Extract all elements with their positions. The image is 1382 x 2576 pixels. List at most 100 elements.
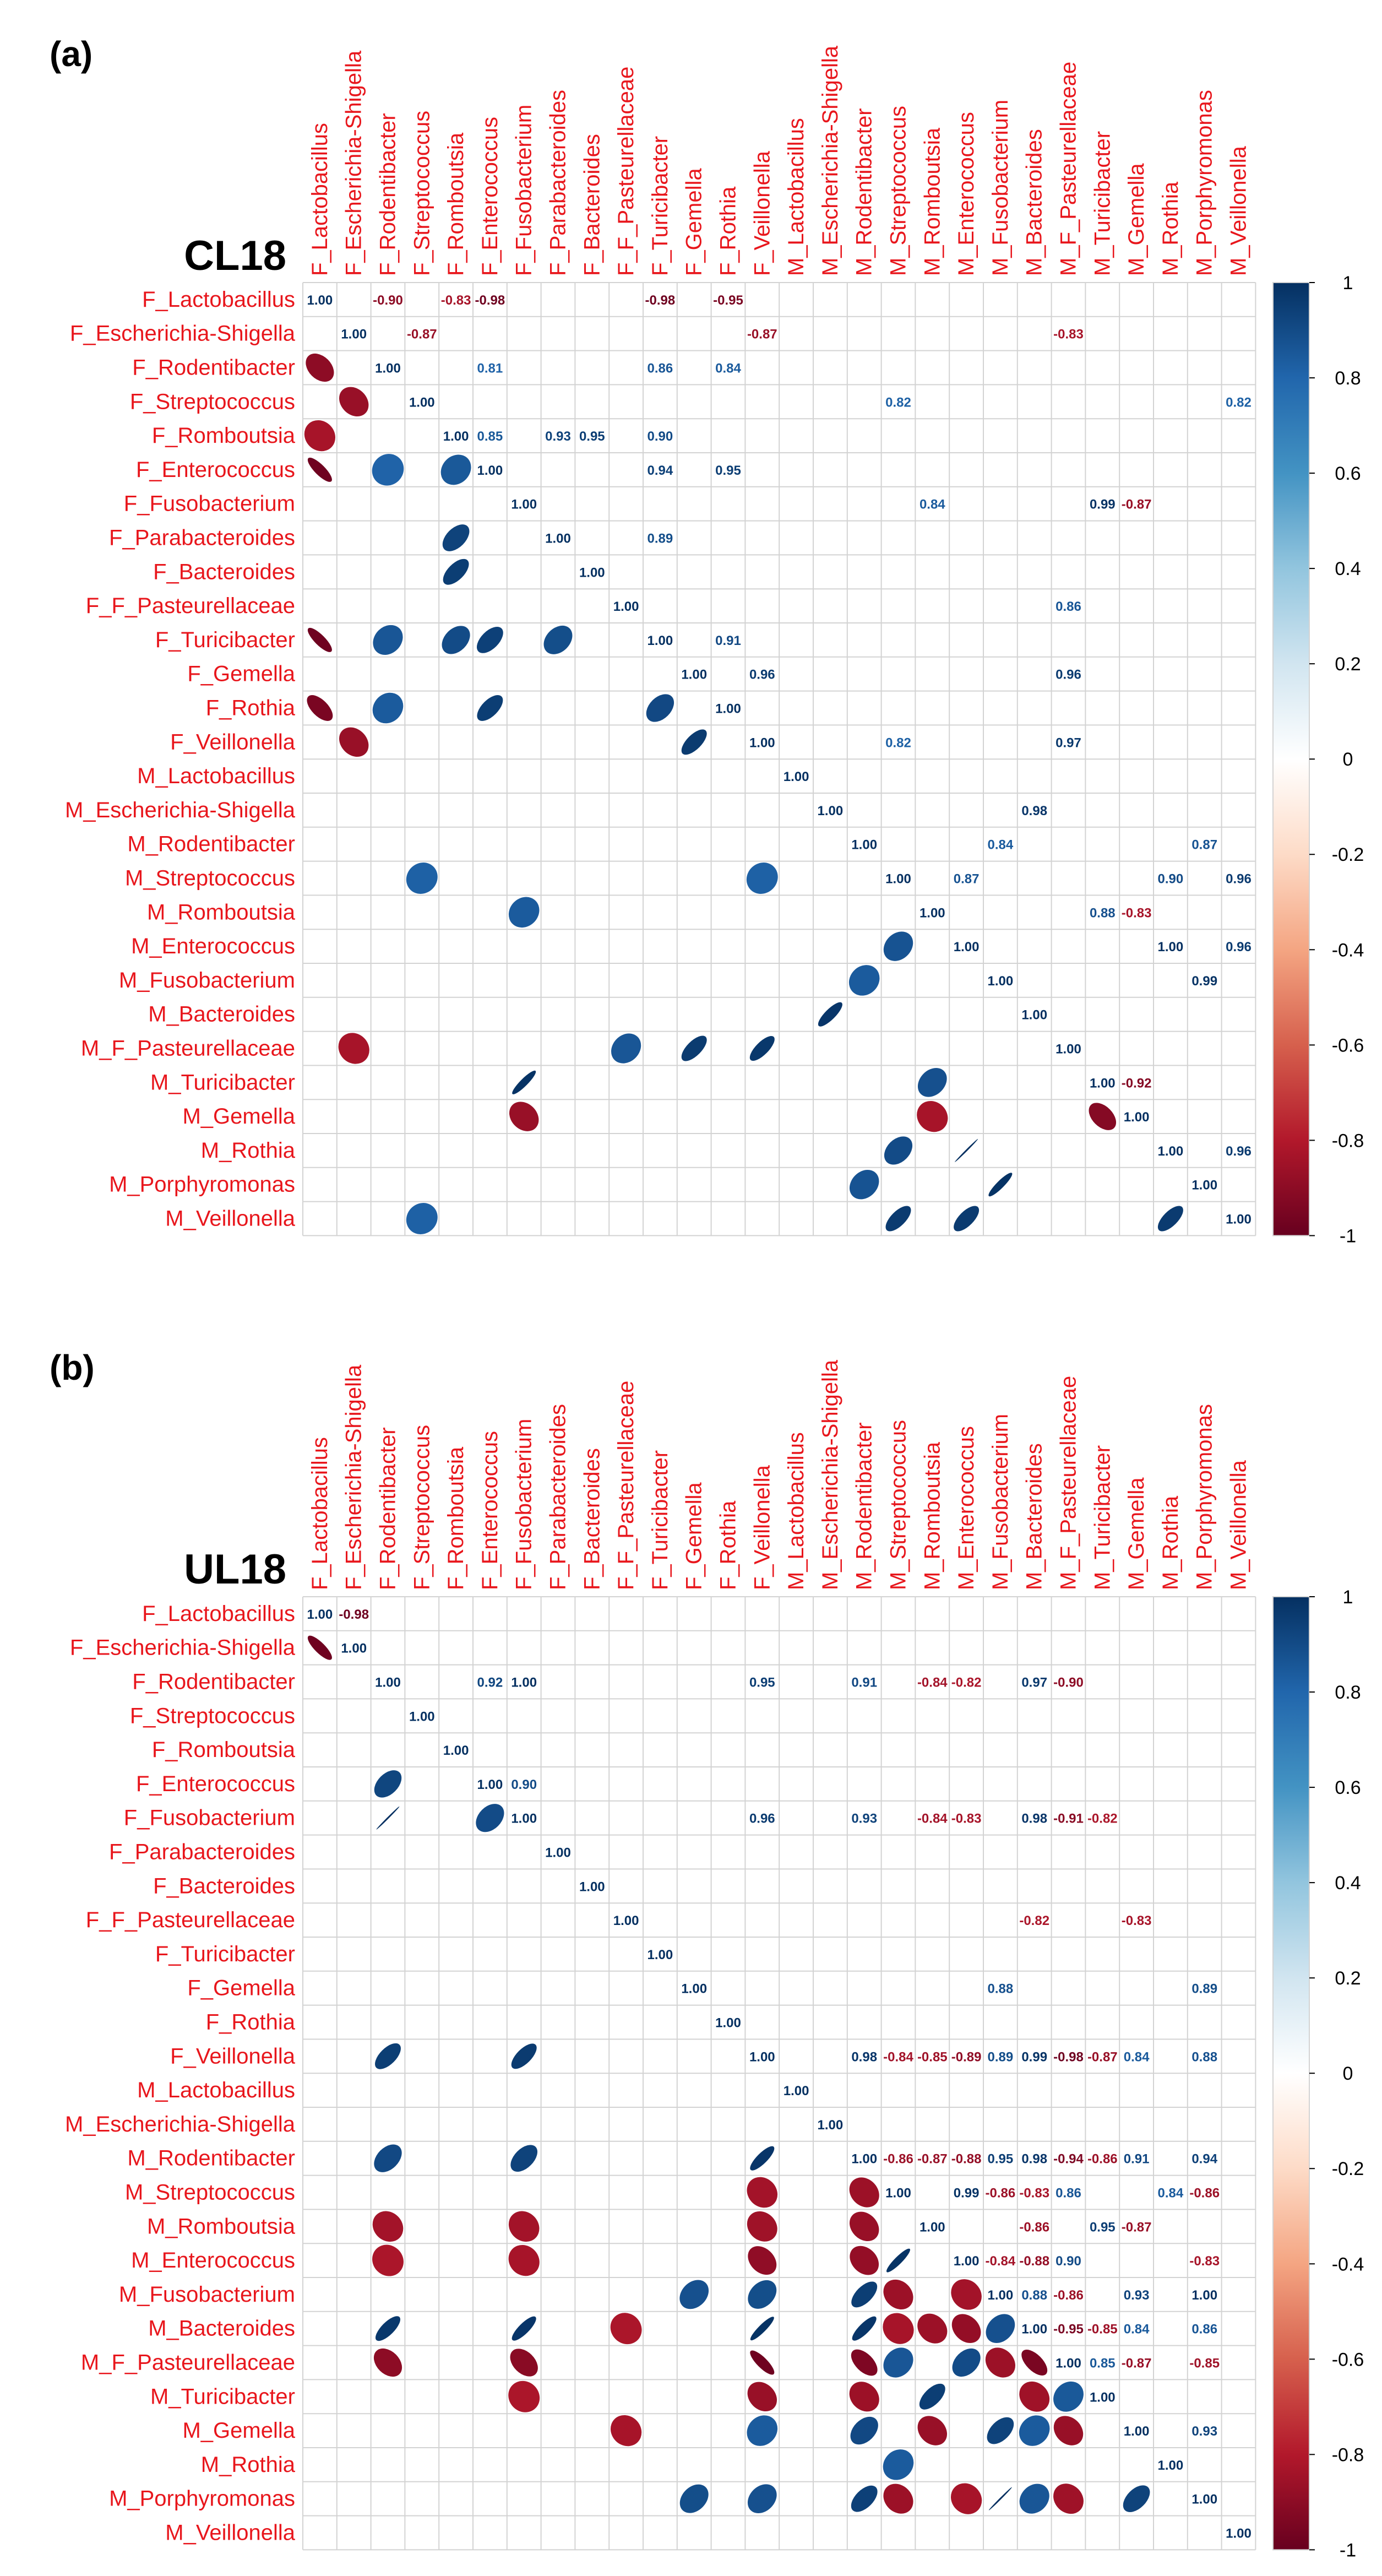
row-label: M_Rothia [201,2453,296,2477]
correlation-ellipse [883,931,913,961]
correlation-ellipse [884,1136,913,1165]
row-label: F_Streptococcus [130,389,295,414]
row-label: M_Streptococcus [125,2181,295,2205]
correlation-ellipse [917,2313,948,2344]
correlation-value: 0.95 [749,1675,775,1690]
colorbar-tick-label: 0.8 [1335,1682,1361,1703]
correlation-value: -0.90 [373,293,403,308]
correlation-value: 1.00 [749,2049,775,2064]
correlation-ellipse [750,2317,774,2341]
correlation-value: 0.94 [648,463,673,478]
correlation-value: 1.00 [477,1777,503,1792]
correlation-value: 1.00 [818,2118,844,2133]
correlation-value: 0.95 [988,2152,1014,2167]
column-label: M_Bacteroides [1022,129,1047,276]
correlation-ellipse [952,2348,981,2377]
correlation-value: 0.91 [1124,2152,1150,2167]
column-label: F_Streptococcus [410,1425,434,1590]
column-label: F_F_Pasteurellaceae [614,1381,638,1590]
row-label: M_Rodentibacter [127,832,295,856]
colorbar-tick-label: -0.6 [1332,1035,1364,1056]
column-label: M_Porphyromonas [1193,90,1217,276]
correlation-value: -0.85 [917,2049,948,2064]
correlation-ellipse [1053,2483,1084,2514]
row-label: F_Veillonella [170,730,296,754]
correlation-value: -0.87 [1122,2220,1152,2235]
colorbar-tick-label: 0.4 [1335,558,1361,579]
colorbar-tick-label: -0.4 [1332,940,1364,961]
correlation-value: 0.98 [1021,2152,1047,2167]
correlation-value: 0.90 [511,1777,537,1792]
correlation-ellipse [442,524,470,551]
correlation-ellipse [747,2177,778,2208]
row-label: M_Veillonella [165,1207,295,1231]
correlation-ellipse [748,2280,777,2309]
correlation-ellipse [1089,1103,1117,1130]
correlation-value: 1.00 [851,2152,877,2167]
correlation-value: 1.00 [511,1812,537,1826]
correlation-ellipse [849,2177,879,2208]
correlation-value: 1.00 [443,1743,469,1758]
row-label: F_Romboutsia [152,1738,296,1762]
correlation-value: 1.00 [579,1879,605,1894]
row-label: F_Enterococcus [136,1772,295,1796]
correlation-value: -0.87 [1122,2356,1152,2371]
column-label: F_Rothia [716,1500,741,1590]
correlation-value: -0.88 [951,2152,982,2167]
row-label: F_F_Pasteurellaceae [86,594,295,618]
correlation-value: 0.97 [1055,735,1081,750]
row-label: F_Fusobacterium [124,492,295,516]
correlation-value: 1.00 [681,668,707,682]
correlation-value: 1.00 [1021,1008,1047,1023]
colorbar-tick-label: 0 [1343,2063,1353,2084]
correlation-value: -0.90 [1053,1675,1084,1690]
row-label: M_Rothia [201,1138,296,1163]
column-label: M_Lactobacillus [784,118,808,276]
colorbar-tick-label: 0.4 [1335,1873,1361,1894]
correlation-value: 0.87 [954,872,980,887]
correlation-value: 1.00 [1191,2492,1217,2507]
row-label: M_Romboutsia [147,2214,296,2238]
correlation-value: -0.87 [1122,497,1152,512]
correlation-value: 0.82 [1226,395,1252,410]
correlation-ellipse [339,727,369,757]
correlation-ellipse [307,457,332,482]
correlation-value: 0.94 [1191,2152,1217,2167]
row-label: M_F_Pasteurellaceae [81,1037,295,1061]
column-label: M_F_Pasteurellaceae [1057,1376,1081,1590]
correlation-value: -0.84 [986,2254,1016,2269]
correlation-ellipse [610,2313,642,2345]
correlation-value: 1.00 [919,905,945,920]
correlation-value: -0.95 [1053,2322,1084,2337]
correlation-value: -0.83 [951,1812,982,1826]
correlation-value: 0.96 [749,668,775,682]
column-label: M_Escherichia-Shigella [818,1359,842,1590]
correlation-value: 0.88 [1090,905,1116,920]
correlation-ellipse [476,1804,504,1832]
row-label: M_Enterococcus [131,2248,295,2273]
correlation-ellipse [443,558,469,585]
correlation-ellipse [951,2279,982,2310]
column-label: F_Escherichia-Shigella [342,50,366,276]
correlation-value: 0.93 [851,1812,877,1826]
row-label: F_Rothia [206,696,296,720]
correlation-value: 0.96 [1226,1144,1252,1159]
correlation-ellipse [747,2415,778,2446]
correlation-value: 0.90 [1055,2254,1081,2269]
correlation-ellipse [749,1035,775,1061]
correlation-value: 1.00 [919,2220,945,2235]
correlation-value: -0.85 [1189,2356,1220,2371]
row-label: F_Lactobacillus [142,288,295,312]
correlation-value: 0.81 [477,361,503,376]
column-label: M_Escherichia-Shigella [818,45,842,276]
correlation-ellipse [307,1635,332,1660]
row-label: M_Turicibacter [150,2384,295,2409]
column-label: F_Rodentibacter [376,1427,400,1590]
correlation-ellipse [406,1203,438,1234]
correlation-value: 0.99 [1191,974,1217,989]
correlation-value: 0.89 [1191,1982,1217,1997]
correlation-ellipse [373,625,403,655]
row-label: F_Gemella [187,1976,295,2000]
correlation-ellipse [372,692,404,724]
correlation-ellipse [954,1206,980,1232]
